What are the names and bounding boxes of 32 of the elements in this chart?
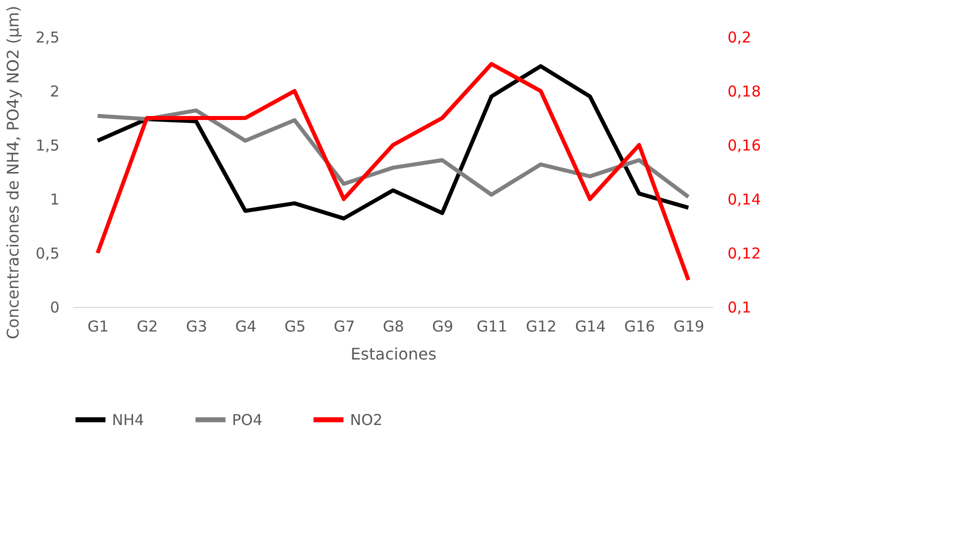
y2-tick-label: 0,2 <box>728 28 752 46</box>
legend-label: NH4 <box>112 410 144 429</box>
y-tick-label: 2,5 <box>36 28 60 46</box>
x-tick-label: G7 <box>334 318 355 336</box>
y-tick-label: 0,5 <box>36 244 60 262</box>
x-tick-label: G1 <box>88 318 109 336</box>
y-tick-label: 1,5 <box>36 136 60 154</box>
x-tick-label: G12 <box>526 318 557 336</box>
x-tick-label: G14 <box>575 318 606 336</box>
y-tick-label: 0 <box>50 298 60 316</box>
x-tick-label: G3 <box>186 318 208 336</box>
x-tick-label: G19 <box>674 318 704 336</box>
legend-label: PO4 <box>232 410 262 429</box>
y-tick-label: 1 <box>50 190 60 208</box>
y-tick-label: 2 <box>50 82 60 100</box>
y2-tick-label: 0,1 <box>728 298 752 316</box>
x-tick-label: G4 <box>235 318 256 336</box>
x-tick-label: G16 <box>624 318 656 336</box>
x-tick-label: G8 <box>382 318 404 336</box>
legend-label: NO2 <box>350 410 383 429</box>
x-axis-title: Estaciones <box>350 344 436 364</box>
y2-tick-label: 0,14 <box>728 190 761 208</box>
line-series <box>96 62 690 282</box>
x-tick-label: G2 <box>136 318 158 336</box>
y-axis-title: Concentraciones de NH4, PO4y NO2 (µm) <box>4 6 23 340</box>
line-series <box>96 64 690 220</box>
y2-tick-label: 0,18 <box>728 82 761 100</box>
x-tick-label: G5 <box>284 318 306 336</box>
y2-tick-label: 0,12 <box>728 244 761 262</box>
y2-tick-label: 0,16 <box>728 136 761 154</box>
x-tick-label: G9 <box>432 318 454 336</box>
x-tick-label: G11 <box>476 318 508 336</box>
